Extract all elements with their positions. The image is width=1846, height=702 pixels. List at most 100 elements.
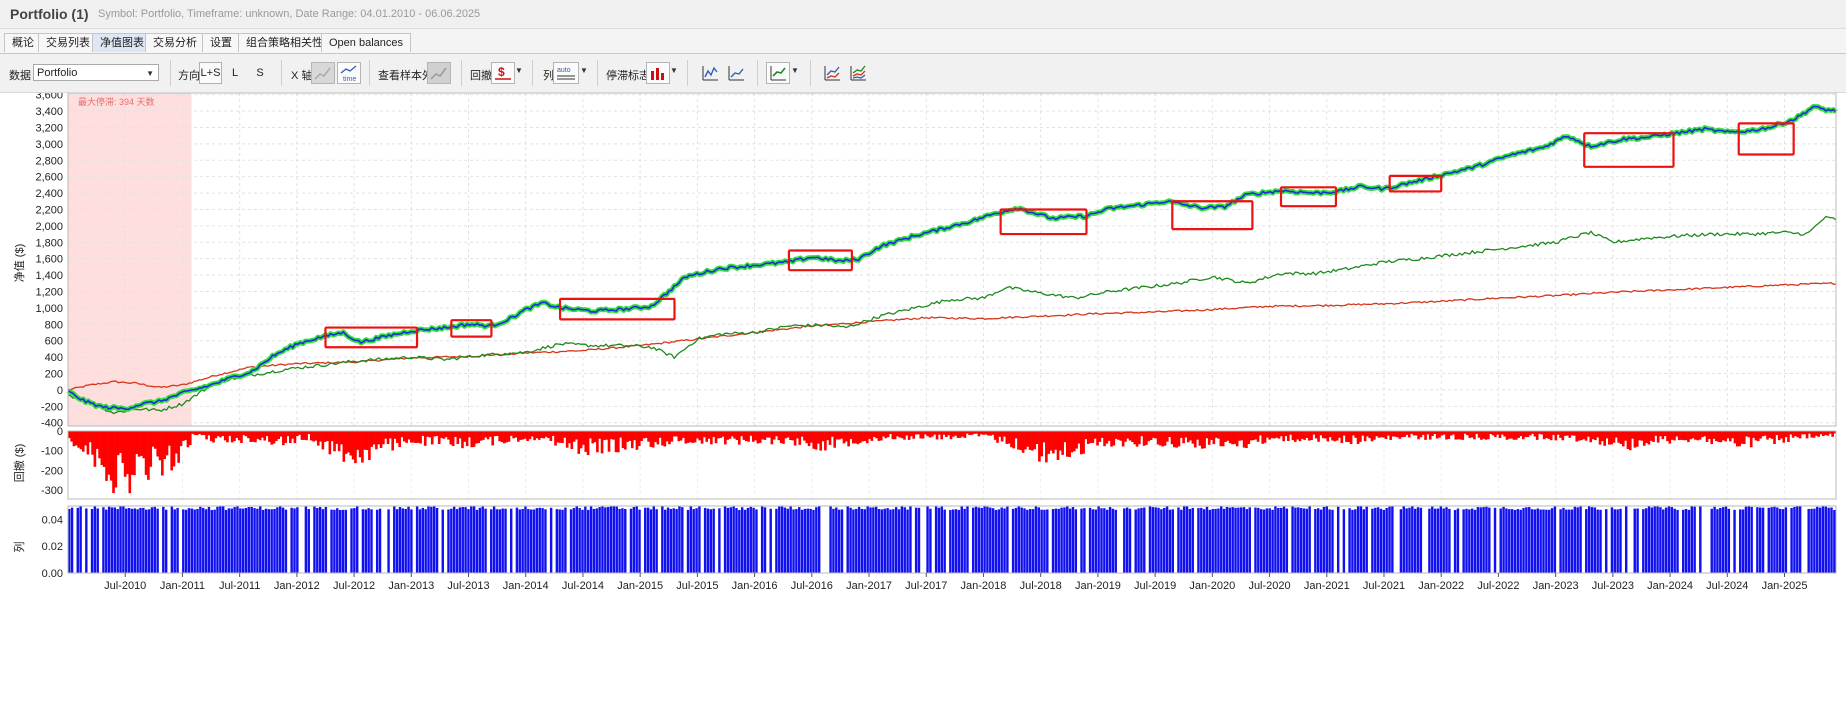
drawdown-bar: [277, 431, 280, 439]
column-bar: [621, 508, 624, 573]
drawdown-bar: [1100, 431, 1104, 438]
column-bar: [1182, 506, 1186, 573]
column-bar: [723, 506, 727, 573]
series-select-button[interactable]: [766, 62, 790, 84]
column-bar: [635, 506, 638, 574]
drawdown-bar: [191, 431, 194, 434]
tab-trade-list[interactable]: 交易列表: [38, 33, 98, 52]
drawdown-bar: [212, 431, 215, 443]
drawdown-bar: [1624, 431, 1627, 441]
tab-settings[interactable]: 设置: [202, 33, 240, 52]
column-bar: [1197, 508, 1200, 574]
bar-chart-button[interactable]: [698, 62, 722, 84]
drawdown-mode-button[interactable]: $: [491, 62, 515, 84]
column-bar: [1123, 508, 1126, 573]
drawdown-bar: [147, 431, 150, 480]
drawdown-bar: [1621, 431, 1625, 447]
drawdown-bar: [849, 431, 853, 440]
x-tick-label: Jul-2012: [333, 580, 375, 592]
column-bar: [250, 506, 253, 573]
drawdown-bar: [1405, 431, 1409, 435]
column-bar: [1713, 506, 1716, 574]
drawdown-bar: [426, 431, 429, 437]
column-bar: [196, 508, 199, 574]
drawdown-bar: [1138, 431, 1141, 445]
drawdown-bar: [952, 431, 955, 437]
tab-portfolio-correlation[interactable]: 组合策略相关性: [238, 33, 331, 52]
drawdown-bar: [1763, 431, 1767, 436]
column-bar: [1513, 509, 1517, 573]
drawdown-bar: [826, 431, 830, 441]
drawdown-bar: [1359, 431, 1362, 442]
line-chart-button[interactable]: [724, 62, 748, 84]
tab-overview[interactable]: 概论: [4, 33, 42, 52]
column-bar: [1567, 509, 1571, 573]
drawdown-bar: [1659, 431, 1662, 437]
drawdown-bar: [435, 431, 439, 436]
column-bar: [695, 508, 698, 573]
column-bar: [490, 509, 493, 573]
drawdown-bar: [484, 431, 488, 438]
column-bar: [644, 507, 647, 574]
drawdown-bar: [1833, 431, 1837, 434]
drawdown-bar: [889, 431, 892, 434]
drawdown-bar: [1414, 431, 1418, 436]
data-select[interactable]: Portfolio ▼: [33, 64, 159, 81]
toolbar-divider: [532, 60, 533, 86]
drawdown-bar: [1147, 431, 1151, 442]
x-tick-label: Jan-2023: [1533, 580, 1579, 592]
column-bar: [1262, 509, 1266, 573]
direction-long-short-button[interactable]: L+S: [199, 62, 222, 84]
stagnation-highlight-box: [450, 319, 493, 338]
drawdown-bar: [1552, 431, 1555, 435]
drawdown-bar: [1228, 431, 1232, 444]
column-dropdown-icon[interactable]: ▼: [580, 66, 588, 75]
drawdown-bar: [726, 431, 729, 440]
tab-trade-analysis[interactable]: 交易分析: [145, 33, 205, 52]
out-of-sample-button[interactable]: [427, 62, 451, 84]
direction-long-button[interactable]: L: [231, 67, 239, 79]
drawdown-axis-title: 回撤 ($): [12, 444, 26, 483]
drawdown-bar: [105, 431, 108, 481]
dollar-drawdown-icon: $: [495, 65, 511, 80]
equity-y-tick-label: 3,400: [35, 106, 63, 118]
column-bar: [1761, 507, 1765, 574]
drawdown-bar: [1286, 431, 1290, 441]
window-subtitle: Symbol: Portfolio, Timeframe: unknown, D…: [98, 8, 481, 20]
direction-short-button[interactable]: S: [256, 67, 264, 79]
drawdown-bar: [444, 431, 448, 438]
stagnation-highlight-box: [558, 297, 676, 321]
tab-equity-chart[interactable]: 净值图表: [92, 33, 152, 52]
drawdown-bar: [868, 431, 871, 439]
drawdown-bar: [309, 431, 313, 441]
column-mode-button[interactable]: auto: [553, 62, 579, 84]
stagnation-mode-button[interactable]: [646, 62, 670, 84]
drawdown-bar: [88, 431, 92, 443]
data-select-value: Portfolio: [37, 67, 78, 79]
drawdown-y-tick-label: -200: [41, 465, 63, 477]
column-bar: [846, 506, 849, 573]
drawdown-bar: [1370, 431, 1374, 442]
drawdown-bar: [1535, 431, 1539, 440]
drawdown-bar: [209, 431, 213, 442]
drawdown-bar: [824, 431, 827, 451]
drawdown-bar: [1314, 431, 1318, 439]
drawdown-bar: [1400, 431, 1404, 438]
series-dropdown-icon[interactable]: ▼: [791, 66, 799, 75]
tab-open-balances[interactable]: Open balances: [321, 33, 411, 52]
compare-chart-button[interactable]: [820, 62, 844, 84]
drawdown-bar: [1733, 431, 1737, 444]
stagnation-highlight-box: [787, 249, 853, 272]
drawdown-bar: [1105, 431, 1109, 444]
xaxis-trades-button[interactable]: [311, 62, 335, 84]
stagnation-dropdown-icon[interactable]: ▼: [670, 66, 678, 75]
drawdown-dropdown-icon[interactable]: ▼: [515, 66, 523, 75]
column-bar: [1599, 509, 1602, 573]
drawdown-bar: [1152, 431, 1155, 438]
drawdown-bar: [547, 431, 550, 439]
multi-series-button[interactable]: [846, 62, 870, 84]
drawdown-bar: [1145, 431, 1148, 445]
column-bar: [1453, 510, 1457, 574]
xaxis-time-button[interactable]: time: [337, 62, 361, 84]
column-bar: [678, 506, 681, 574]
